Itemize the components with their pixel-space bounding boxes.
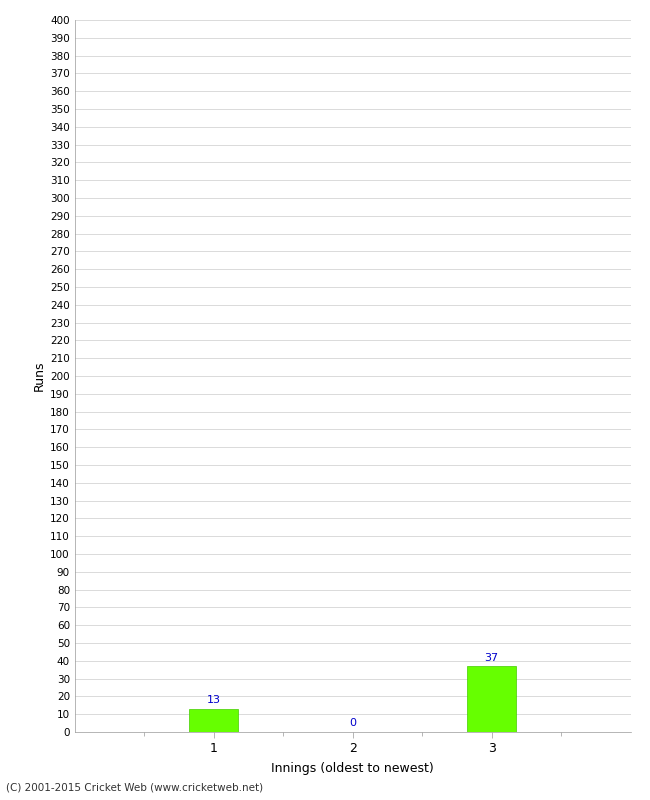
Bar [189,709,238,732]
Y-axis label: Runs: Runs [33,361,46,391]
Text: 37: 37 [484,653,499,662]
Bar [467,666,516,732]
Text: 0: 0 [349,718,356,729]
Text: (C) 2001-2015 Cricket Web (www.cricketweb.net): (C) 2001-2015 Cricket Web (www.cricketwe… [6,782,264,792]
X-axis label: Innings (oldest to newest): Innings (oldest to newest) [271,762,434,775]
Text: 13: 13 [207,695,221,706]
